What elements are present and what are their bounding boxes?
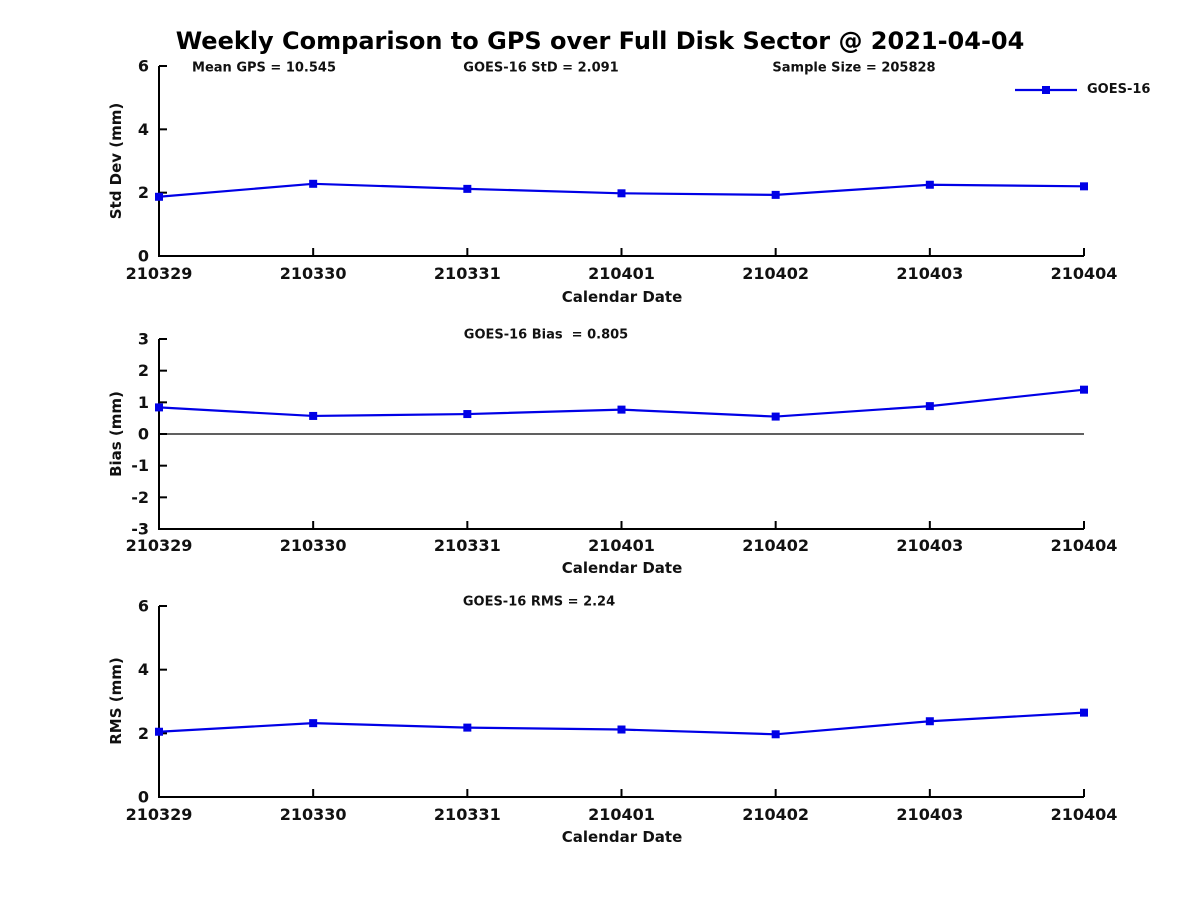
data-point-marker (155, 403, 163, 412)
x-tick-label: 210329 (126, 805, 193, 824)
legend: GOES-16 (1014, 82, 1150, 97)
data-point-marker (771, 190, 780, 199)
legend-label: GOES-16 (1087, 82, 1151, 97)
data-point-marker (309, 719, 318, 728)
y-tick-label: 6 (138, 57, 149, 76)
legend-line-marker-icon (1015, 85, 1077, 94)
y-tick-label: 4 (138, 660, 149, 679)
y-tick-label: -3 (131, 520, 149, 539)
x-tick-label: 210401 (588, 805, 655, 824)
y-tick-label: 2 (138, 183, 149, 202)
x-tick-label: 210401 (588, 536, 655, 555)
y-tick-label: 0 (138, 425, 149, 444)
goes16-bias-annotation: GOES-16 Bias = 0.805 (463, 327, 629, 343)
stddev-y-axis-label: Std Dev (mm) (107, 102, 125, 220)
rms-y-axis-label: RMS (mm) (107, 657, 125, 745)
rms-x-axis-label: Calendar Date (561, 828, 683, 846)
y-tick-label: 3 (138, 330, 149, 349)
data-point-marker (309, 411, 318, 420)
bias-x-axis-label: Calendar Date (561, 559, 683, 577)
mean-gps-annotation: Mean GPS = 10.545 (192, 60, 336, 76)
x-tick-label: 210403 (896, 536, 963, 555)
chart-title: Weekly Comparison to GPS over Full Disk … (175, 27, 1025, 55)
goes16-rms-annotation: GOES-16 RMS = 2.24 (462, 594, 616, 610)
y-tick-label: 4 (138, 120, 149, 139)
data-point-marker (1080, 385, 1088, 394)
x-tick-label: 210404 (1051, 264, 1118, 283)
goes16-std-annotation: GOES-16 StD = 2.091 (463, 60, 619, 76)
data-point-marker (309, 179, 318, 188)
x-tick-label: 210330 (280, 805, 347, 824)
legend-square-marker (1042, 85, 1050, 94)
x-tick-label: 210330 (280, 264, 347, 283)
sample-size-annotation: Sample Size = 205828 (772, 60, 936, 76)
data-point-marker (617, 405, 626, 414)
x-tick-label: 210403 (896, 264, 963, 283)
data-point-marker (925, 717, 934, 726)
stddev-x-axis-label: Calendar Date (561, 288, 683, 306)
data-point-marker (925, 180, 934, 189)
x-tick-label: 210331 (434, 264, 501, 283)
x-tick-label: 210403 (896, 805, 963, 824)
y-tick-label: 1 (138, 393, 149, 412)
data-point-marker (617, 725, 626, 734)
x-tick-label: 210402 (742, 805, 809, 824)
y-tick-label: 2 (138, 724, 149, 743)
x-tick-label: 210329 (126, 264, 193, 283)
y-tick-label: 6 (138, 597, 149, 616)
data-point-marker (1080, 708, 1088, 717)
data-point-marker (1080, 182, 1088, 191)
data-point-marker (155, 727, 163, 736)
y-tick-label: -2 (131, 488, 149, 507)
x-tick-label: 210404 (1051, 805, 1118, 824)
x-tick-label: 210330 (280, 536, 347, 555)
x-tick-label: 210331 (434, 536, 501, 555)
data-point-marker (463, 410, 472, 419)
bias-y-axis-label: Bias (mm) (107, 391, 125, 477)
x-tick-label: 210329 (126, 536, 193, 555)
data-point-marker (463, 184, 472, 193)
data-point-marker (463, 723, 472, 732)
x-tick-label: 210401 (588, 264, 655, 283)
x-tick-label: 210402 (742, 536, 809, 555)
y-tick-label: 2 (138, 361, 149, 380)
x-tick-label: 210331 (434, 805, 501, 824)
y-tick-label: -1 (131, 456, 149, 475)
y-tick-label: 0 (138, 247, 149, 266)
data-point-marker (155, 192, 163, 201)
data-point-marker (617, 189, 626, 198)
data-point-marker (925, 402, 934, 411)
data-point-marker (771, 730, 780, 739)
x-tick-label: 210404 (1051, 536, 1118, 555)
y-tick-label: 0 (138, 788, 149, 807)
data-point-marker (771, 412, 780, 421)
x-tick-label: 210402 (742, 264, 809, 283)
